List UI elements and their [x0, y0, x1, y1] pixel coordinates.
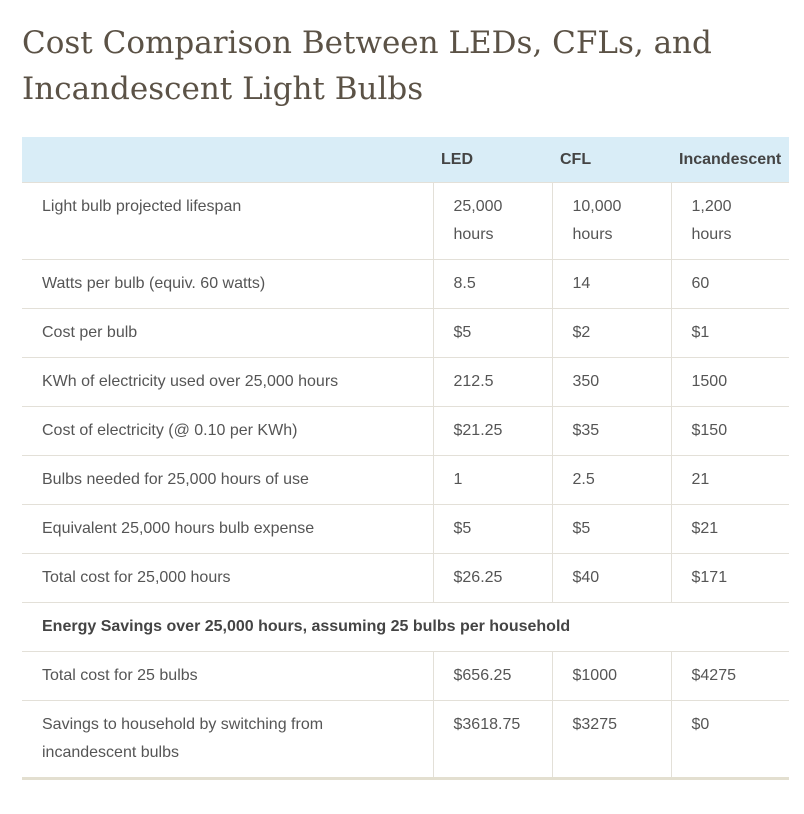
table-body: Light bulb projected lifespan 25,000 hour… [22, 182, 789, 779]
cell: $21.25 [432, 406, 552, 456]
cell: $1000 [551, 651, 671, 701]
cell: $3275 [551, 700, 671, 779]
section-header: Energy Savings over 25,000 hours, assumi… [22, 602, 789, 652]
table-row: Watts per bulb (equiv. 60 watts) 8.5 14 60 [22, 259, 789, 309]
cell: 2.5 [551, 455, 671, 505]
table-row: KWh of electricity used over 25,000 hour… [22, 357, 789, 407]
header-row: LED CFL Incandescent [22, 137, 789, 183]
cell: $35 [551, 406, 671, 456]
cell: $150 [670, 406, 789, 456]
row-label: Equivalent 25,000 hours bulb expense [22, 504, 433, 554]
row-label: KWh of electricity used over 25,000 hour… [22, 357, 433, 407]
cell: 350 [551, 357, 671, 407]
cost-table: LED CFL Incandescent Light bulb projected … [22, 137, 789, 780]
cell: $3618.75 [432, 700, 552, 779]
cell: 1 [432, 455, 552, 505]
cell: 8.5 [432, 259, 552, 309]
cell: $4275 [670, 651, 789, 701]
cell: 1,200 hours [670, 182, 789, 260]
cell: $171 [670, 553, 789, 603]
cell: 60 [670, 259, 789, 309]
section-row: Energy Savings over 25,000 hours, assumi… [22, 602, 789, 652]
table-row: Savings to household by switching from i… [22, 700, 789, 779]
row-label: Bulbs needed for 25,000 hours of use [22, 455, 433, 505]
row-label: Watts per bulb (equiv. 60 watts) [22, 259, 433, 309]
table-row: Cost of electricity (@ 0.10 per KWh) $21.… [22, 406, 789, 456]
cell: 21 [670, 455, 789, 505]
cell: $21 [670, 504, 789, 554]
row-label: Cost per bulb [22, 308, 433, 358]
table-head: LED CFL Incandescent [22, 137, 789, 183]
page: Cost Comparison Between LEDs, CFLs, and … [0, 20, 804, 814]
row-label: Total cost for 25 bulbs [22, 651, 433, 701]
cell: $40 [551, 553, 671, 603]
cell: 25,000 hours [432, 182, 552, 260]
table-row: Bulbs needed for 25,000 hours of use 1 2.5… [22, 455, 789, 505]
cell: $1 [670, 308, 789, 358]
row-label: Total cost for 25,000 hours [22, 553, 433, 603]
cell: 1500 [670, 357, 789, 407]
cell: $2 [551, 308, 671, 358]
page-title: Cost Comparison Between LEDs, CFLs, and … [22, 25, 712, 107]
cell: $26.25 [432, 553, 552, 603]
cell: $5 [432, 504, 552, 554]
table-row: Cost per bulb $5 $2 $1 [22, 308, 789, 358]
cell: $0 [670, 700, 789, 779]
column-header: LED [433, 137, 552, 183]
header-cell [22, 137, 433, 183]
row-label: Light bulb projected lifespan [22, 182, 433, 260]
row-label: Savings to household by switching from i… [22, 700, 433, 779]
table-row: Total cost for 25 bulbs $656.25 $1000 $4275 [22, 651, 789, 701]
column-header: CFL [552, 137, 671, 183]
cell: 14 [551, 259, 671, 309]
row-label: Cost of electricity (@ 0.10 per KWh) [22, 406, 433, 456]
cell: 212.5 [432, 357, 552, 407]
table-row: Total cost for 25,000 hours $26.25 $40 $171 [22, 553, 789, 603]
table-row: Light bulb projected lifespan 25,000 hour… [22, 182, 789, 260]
cell: $656.25 [432, 651, 552, 701]
cell: 10,000 hours [551, 182, 671, 260]
table-row: Equivalent 25,000 hours bulb expense $5 $5… [22, 504, 789, 554]
column-header: Incandescent [671, 137, 789, 183]
cell: $5 [551, 504, 671, 554]
cell: $5 [432, 308, 552, 358]
